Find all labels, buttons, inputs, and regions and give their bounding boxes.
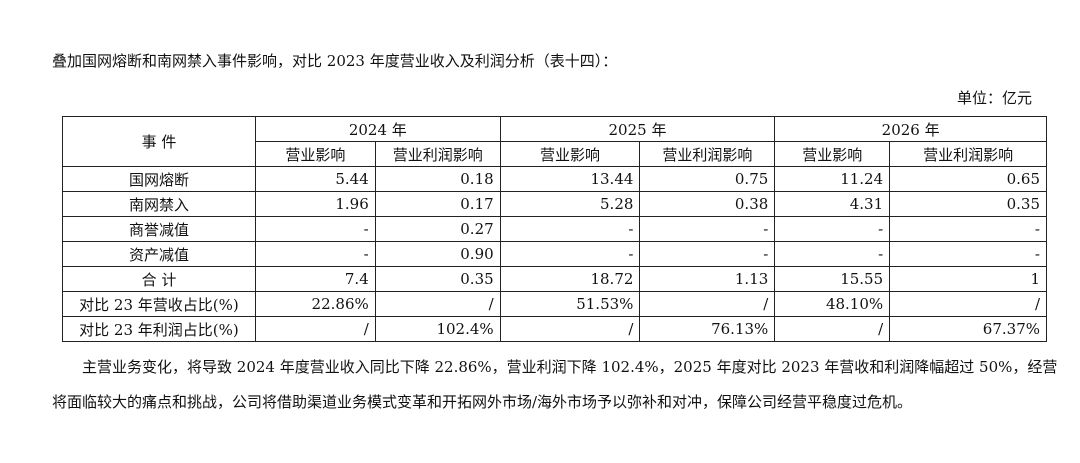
- cell: /: [254, 316, 376, 342]
- row-label: 商誉减值: [62, 216, 256, 242]
- row-label: 对比 23 年营收占比(%): [62, 291, 256, 317]
- intro-text: 叠加国网熔断和南网禁入事件影响，对比 2023 年度营业收入及利润分析（表十四）…: [52, 52, 618, 70]
- cell: /: [499, 316, 641, 342]
- row-label: 南网禁入: [62, 191, 256, 217]
- cell: -: [889, 241, 1047, 267]
- table-row: 资产减值 -0.90- - - -: [62, 241, 1047, 267]
- year-header: 2024 年: [254, 116, 501, 142]
- header-row: 事 件 2024 年 2025 年 2026 年: [62, 116, 1047, 167]
- cell: 1.13: [639, 266, 776, 292]
- cell: /: [774, 316, 891, 342]
- cell: /: [639, 291, 776, 317]
- cell: 5.44: [254, 166, 376, 192]
- table-row: 商誉减值 -0.27- - - -: [62, 216, 1047, 242]
- sub-header: 营业利润影响: [374, 141, 501, 167]
- cell: 0.18: [374, 166, 501, 192]
- table-body: 事 件 2024 年 2025 年 2026 年营业影响 营业利润影响 营业影响 营业利润影…: [62, 116, 1047, 342]
- cell: 5.28: [499, 191, 641, 217]
- cell: -: [774, 216, 891, 242]
- cell: /: [889, 291, 1047, 317]
- cell: 0.17: [374, 191, 501, 217]
- sub-header: 营业利润影响: [889, 141, 1047, 167]
- table-row: 对比 23 年利润占比(%)/102.4%/76.13%/67.37%: [62, 316, 1047, 342]
- row-label: 对比 23 年利润占比(%): [62, 316, 256, 342]
- table-row: 对比 23 年营收占比(%) 22.86%/51.53%/48.10% /: [62, 291, 1047, 317]
- cell: 18.72: [499, 266, 641, 292]
- sub-header: 营业利润影响: [639, 141, 776, 167]
- cell: -: [499, 241, 641, 267]
- cell: -: [639, 216, 776, 242]
- sub-header: 营业影响: [499, 141, 641, 167]
- cell: -: [499, 216, 641, 242]
- header-row: 营业影响 营业利润影响 营业影响 营业利润影响 营业影响 营业利润影响: [63, 141, 1047, 167]
- cell: 22.86%: [254, 291, 376, 317]
- cell: 0.38: [639, 191, 776, 217]
- cell: 0.65: [889, 166, 1047, 192]
- unit-label: 单位：亿元: [956, 89, 1032, 107]
- cell: 1: [889, 266, 1047, 292]
- event-header: 事 件: [62, 116, 256, 167]
- cell: 48.10%: [774, 291, 891, 317]
- cell: 11.24: [774, 166, 891, 192]
- cell: /: [374, 291, 501, 317]
- year-header: 2025 年: [499, 116, 776, 142]
- sub-header: 营业影响: [774, 141, 891, 167]
- table-row: 国网熔断 5.44 0.18 13.44 0.75 11.24 0.65: [62, 166, 1047, 192]
- data-table: 事 件 2024 年 2025 年 2026 年营业影响 营业利润影响 营业影响 营业利润影…: [62, 116, 1047, 342]
- cell: 15.55: [774, 266, 891, 292]
- cell: 67.37%: [889, 316, 1047, 342]
- row-label: 国网熔断: [62, 166, 256, 192]
- cell: 0.35: [374, 266, 501, 292]
- cell: 0.75: [639, 166, 776, 192]
- cell: 4.31: [774, 191, 891, 217]
- cell: 76.13%: [639, 316, 776, 342]
- table-row: 合 计 7.4 0.35 18.72 1.13 15.55 1: [62, 266, 1047, 292]
- cell: 13.44: [499, 166, 641, 192]
- cell: 0.35: [889, 191, 1047, 217]
- row-label: 合 计: [62, 266, 256, 292]
- cell: 0.90: [374, 241, 501, 267]
- row-label: 资产减值: [62, 241, 256, 267]
- cell: -: [639, 241, 776, 267]
- cell: 51.53%: [499, 291, 641, 317]
- cell: 1.96: [254, 191, 376, 217]
- cell: -: [774, 241, 891, 267]
- cell: 7.4: [254, 266, 376, 292]
- cell: -: [254, 216, 376, 242]
- cell: -: [254, 241, 376, 267]
- cell: -: [889, 216, 1047, 242]
- sub-header: 营业影响: [254, 141, 376, 167]
- table-row: 南网禁入 1.96 0.17 5.28 0.38 4.31 0.35: [62, 191, 1047, 217]
- cell: 0.27: [374, 216, 501, 242]
- paragraph: 主营业务变化，将导致 2024 年度营业收入同比下降 22.86%，营业利润下降…: [52, 358, 1058, 411]
- year-header: 2026 年: [774, 116, 1047, 142]
- cell: 102.4%: [374, 316, 501, 342]
